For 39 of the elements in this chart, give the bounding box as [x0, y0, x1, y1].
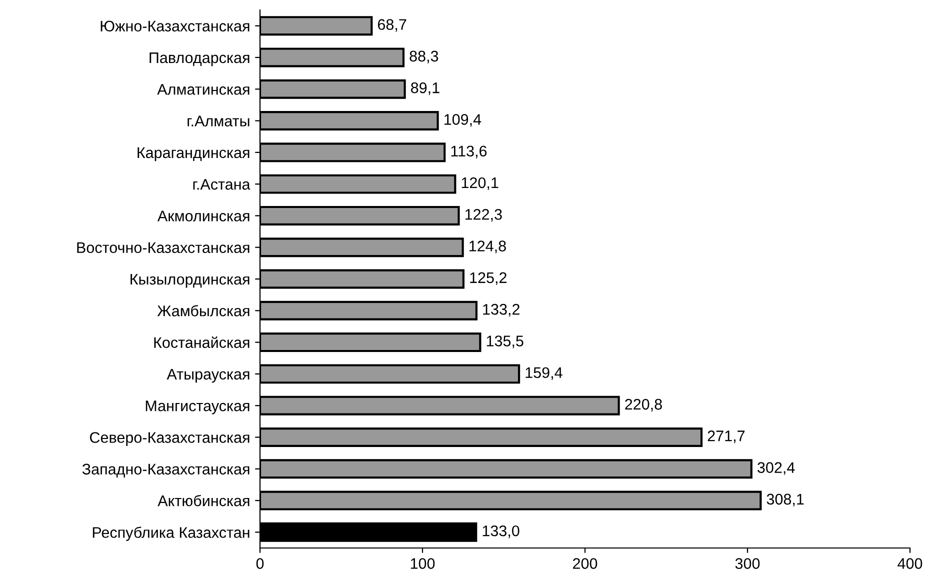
y-tick-label: Восточно-Казахстанская [77, 242, 250, 254]
data-label: 133,2 [483, 304, 520, 317]
y-tick-label: г.Алматы [188, 116, 250, 126]
y-tick-label: Актюбинская [158, 494, 250, 506]
data-label: 122,3 [465, 208, 502, 222]
y-tick-label: г.Астана [193, 179, 250, 190]
data-label: 133,0 [482, 525, 520, 538]
data-label: 68,7 [378, 19, 406, 32]
data-label: 113,6 [451, 146, 487, 158]
x-tick-label: 400 [898, 558, 922, 569]
data-label: 125,2 [470, 272, 506, 285]
x-tick-label: 200 [573, 558, 598, 569]
y-tick-label: Алматинская [157, 84, 250, 95]
y-tick-label: Южно-Казахстанская [100, 20, 250, 32]
y-tick-label: Кызылординская [130, 274, 250, 288]
y-tick-label: Северо-Казахстанская [90, 432, 250, 446]
y-tick-label: Жамбылская [157, 304, 250, 316]
data-label: 271,7 [708, 430, 745, 444]
y-tick-label: Карагандинская [138, 147, 250, 162]
data-label: 109,4 [444, 114, 482, 127]
y-tick-label: Акмолинская [157, 210, 250, 222]
data-label: 308,1 [766, 494, 804, 506]
y-tick-label: Атырауская [166, 368, 250, 383]
data-label: 302,4 [758, 462, 795, 475]
data-label: 120,1 [462, 177, 498, 190]
x-tick-label: 0 [256, 558, 264, 569]
y-tick-label: Республика Казахстан [92, 526, 250, 541]
data-label: 220,8 [625, 398, 662, 412]
data-label: 159,4 [526, 367, 562, 380]
y-tick-label: Костанайская [154, 336, 250, 348]
y-tick-label: Западно-Казахстанская [82, 464, 250, 478]
data-label: 88,3 [410, 50, 438, 64]
data-label: 89,1 [411, 82, 440, 96]
x-tick-label: 100 [410, 558, 435, 569]
x-tick-label: 300 [735, 558, 760, 569]
y-tick-label: Павлодарская [150, 52, 250, 66]
data-label: 124,8 [470, 240, 506, 254]
y-tick-label: Мангистауская [146, 400, 250, 414]
data-label: 135,5 [486, 336, 524, 348]
